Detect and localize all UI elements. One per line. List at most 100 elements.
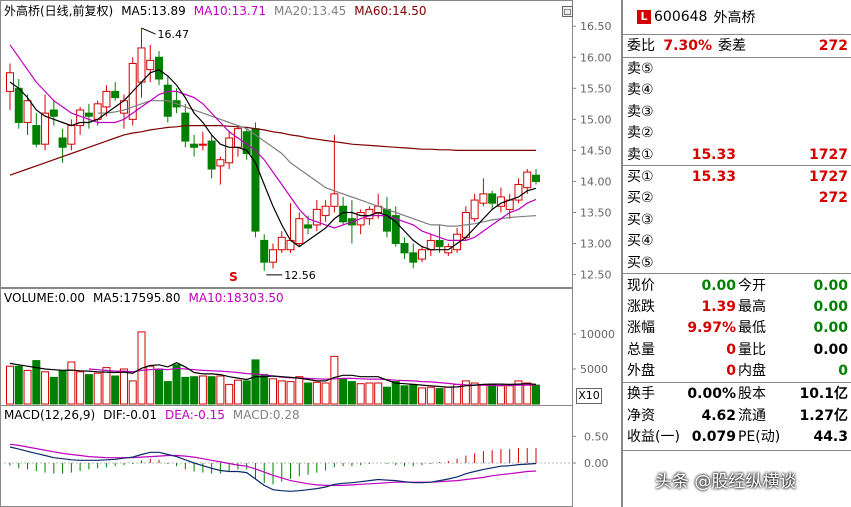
candle-body <box>207 140 216 170</box>
candle <box>163 75 172 123</box>
quote-label: 外盘 <box>627 362 655 379</box>
candle-body <box>479 193 488 204</box>
low-annotation: 12.56 <box>284 269 316 282</box>
volume-bar <box>374 382 383 405</box>
candle-body <box>409 252 418 263</box>
volume-ma10-line <box>88 367 536 386</box>
volume-bar <box>488 383 497 405</box>
candle <box>23 94 32 135</box>
volume-bar <box>14 365 23 405</box>
quote-label-2: 最高 <box>738 299 766 316</box>
candle <box>111 82 120 101</box>
candle <box>496 187 505 213</box>
volume-bar <box>84 374 93 405</box>
candle <box>488 190 497 210</box>
candle <box>514 178 523 204</box>
quote-value: 1.39 <box>701 299 736 316</box>
volume-bar <box>418 387 427 405</box>
volume-tick-label: 10000 <box>580 328 615 341</box>
candle <box>426 234 435 256</box>
volume-bar <box>163 381 172 405</box>
volume-tick-label: 5000 <box>580 363 608 376</box>
price-tick-label: 14.50 <box>580 144 612 157</box>
dea-line <box>9 443 537 486</box>
candle <box>233 125 242 157</box>
volume-bar <box>461 380 470 405</box>
candle-body <box>339 205 348 223</box>
candle-body <box>111 90 120 99</box>
volume-bar <box>269 378 277 405</box>
fin-value-2: 1.27亿 <box>799 407 848 424</box>
volume-bar <box>505 385 514 405</box>
macd-pane: 0.00 0.50 <box>4 430 609 492</box>
candle <box>207 134 216 179</box>
candle <box>435 224 444 253</box>
volume-bar <box>339 378 348 405</box>
bid-row: 买① 15.33 1727 <box>623 167 851 188</box>
fin-value-2: 44.3 <box>813 429 848 445</box>
candle-body <box>6 72 14 92</box>
volume-bar <box>409 383 418 405</box>
volume-bar <box>242 380 251 405</box>
volume-bar <box>198 375 207 405</box>
volume-bar <box>67 361 76 405</box>
candle <box>155 51 164 86</box>
price-pane: 12.50 13.00 13.50 14.00 14.50 15.00 15.50 16.00… <box>6 20 612 284</box>
volume-bar <box>102 367 111 405</box>
macd-legend-dif: DIF:-0.01 <box>103 408 157 422</box>
candle-body <box>58 137 67 148</box>
volume-bar <box>304 382 313 405</box>
kline-chart-svg[interactable]: 12.50 13.00 13.50 14.00 14.50 15.00 15.50 16.00… <box>0 0 622 507</box>
candle <box>32 113 41 148</box>
quote-value: 0 <box>726 362 736 379</box>
volume-bar <box>128 380 137 405</box>
volume-bar <box>225 383 234 405</box>
candle <box>330 134 339 213</box>
candle <box>321 200 330 222</box>
price-tick-label: 12.50 <box>580 269 612 282</box>
candle <box>479 178 488 207</box>
bid-label: 买⑤ <box>627 254 654 271</box>
candle-body <box>137 47 146 83</box>
bid-volume: 1727 <box>809 169 848 185</box>
bid-volume: 272 <box>818 190 848 207</box>
bid-row: 买④ <box>623 231 851 252</box>
price-tick-label: 16.50 <box>580 20 612 33</box>
candle-body <box>181 112 190 142</box>
candle-body <box>514 184 523 201</box>
volume-bar <box>356 383 365 405</box>
pane-toggle-button[interactable]: □ <box>562 6 573 17</box>
candle <box>312 200 321 232</box>
ask-label: 卖② <box>627 125 654 142</box>
candle-body <box>400 243 409 254</box>
quote-label-2: 量比 <box>738 341 766 358</box>
quote-row: 涨幅 9.97% 最低 0.00 <box>623 318 851 339</box>
volume-bar <box>435 388 444 405</box>
candle <box>295 212 304 247</box>
stock-name: 外高桥 <box>713 10 756 26</box>
high-annotation: 16.47 <box>158 28 190 41</box>
volume-bar <box>391 381 400 405</box>
volume-bar <box>76 371 85 405</box>
quote-label-2: 内盘 <box>738 362 766 379</box>
candle-body <box>155 56 164 80</box>
candle-body <box>216 159 225 167</box>
candle <box>356 209 365 235</box>
bid-row: 买③ <box>623 210 851 231</box>
fin-row: 换手 0.00% 股本 10.1亿 <box>623 384 851 405</box>
volume-unit-button[interactable]: X10 <box>576 388 602 404</box>
ask-label: 卖⑤ <box>627 61 654 77</box>
bid-label: 买④ <box>627 233 654 250</box>
candle-body <box>532 174 540 182</box>
legend-title: 外高桥(日线,前复权) <box>4 4 114 18</box>
quote-value: 9.97% <box>687 320 736 337</box>
quote-row: 现价 0.00 今开 0.00 <box>623 276 851 297</box>
candle-body <box>49 109 58 117</box>
candle-body <box>23 100 32 123</box>
chart-area[interactable]: 12.50 13.00 13.50 14.00 14.50 15.00 15.50 16.00… <box>0 0 622 507</box>
candle <box>76 106 85 135</box>
candle-body <box>102 90 111 108</box>
ask-label: 卖① <box>627 146 654 163</box>
fin-row: 净资 4.62 流通 1.27亿 <box>623 406 851 427</box>
price-tick-label: 15.50 <box>580 82 612 95</box>
